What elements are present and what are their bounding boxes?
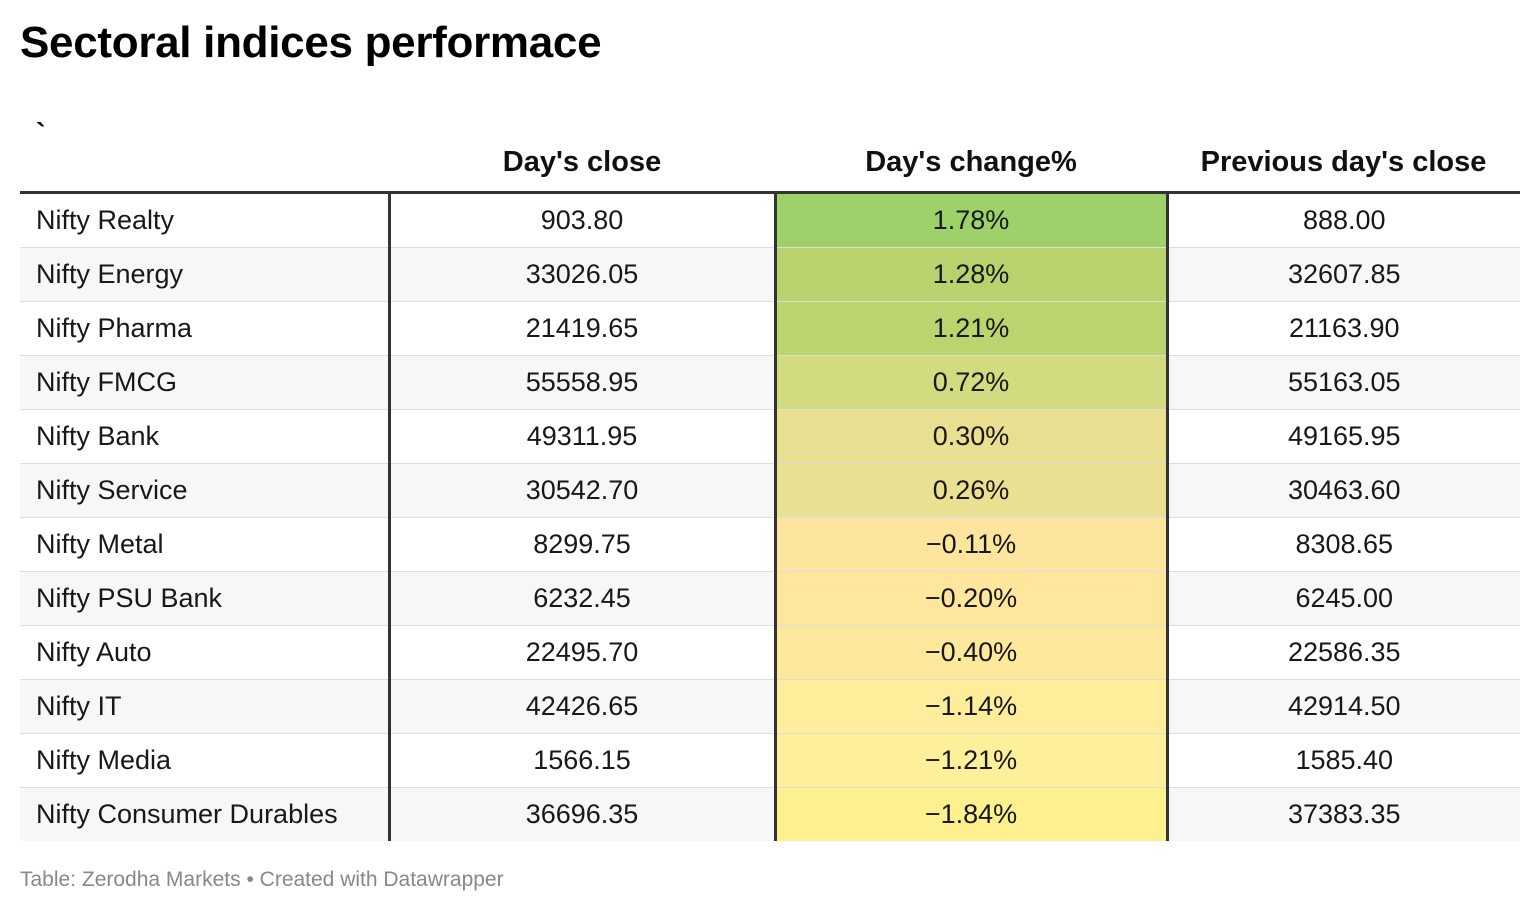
previous-close-cell: 1585.40: [1167, 733, 1520, 788]
days-close-cell: 36696.35: [389, 787, 777, 841]
table-row: Nifty Metal 8299.75 −0.11% 8308.65: [20, 517, 1520, 572]
days-close-cell: 903.80: [389, 192, 777, 248]
previous-close-cell: 6245.00: [1167, 571, 1520, 626]
previous-close-cell: 37383.35: [1167, 787, 1520, 841]
days-change-cell: 0.26%: [775, 463, 1169, 518]
index-name-cell: Nifty Bank: [20, 409, 391, 464]
table-row: Nifty Realty 903.80 1.78% 888.00: [20, 192, 1520, 248]
footer-separator: •: [246, 868, 254, 891]
table-row: Nifty Pharma 21419.65 1.21% 21163.90: [20, 301, 1520, 356]
days-change-cell: 1.28%: [775, 247, 1169, 302]
column-header-name: `: [20, 108, 389, 194]
column-header-previous-close: Previous day's close: [1167, 108, 1520, 194]
table-row: Nifty IT 42426.65 −1.14% 42914.50: [20, 679, 1520, 734]
column-header-days-close: Day's close: [389, 108, 775, 194]
days-change-cell: 0.72%: [775, 355, 1169, 410]
previous-close-cell: 49165.95: [1167, 409, 1520, 464]
days-close-cell: 30542.70: [389, 463, 777, 518]
index-name-cell: Nifty Metal: [20, 517, 391, 572]
index-name-cell: Nifty Media: [20, 733, 391, 788]
days-close-cell: 49311.95: [389, 409, 777, 464]
column-header-days-change: Day's change%: [775, 108, 1167, 194]
previous-close-cell: 888.00: [1167, 192, 1520, 248]
previous-close-cell: 8308.65: [1167, 517, 1520, 572]
sector-table: ` Day's close Day's change% Previous day…: [20, 108, 1520, 841]
chart-title: Sectoral indices performace: [20, 18, 602, 67]
index-name-cell: Nifty Pharma: [20, 301, 391, 356]
index-name-cell: Nifty Service: [20, 463, 391, 518]
previous-close-cell: 32607.85: [1167, 247, 1520, 302]
days-close-cell: 21419.65: [389, 301, 777, 356]
index-name-cell: Nifty Realty: [20, 192, 391, 248]
index-name-cell: Nifty Consumer Durables: [20, 787, 391, 841]
days-change-cell: −0.40%: [775, 625, 1169, 680]
footer-credit: Created with Datawrapper: [259, 868, 504, 891]
table-row: Nifty Consumer Durables 36696.35 −1.84% 373…: [20, 787, 1520, 841]
days-change-cell: −0.11%: [775, 517, 1169, 572]
days-change-cell: 1.21%: [775, 301, 1169, 356]
days-close-cell: 8299.75: [389, 517, 777, 572]
previous-close-cell: 55163.05: [1167, 355, 1520, 410]
table-row: Nifty Service 30542.70 0.26% 30463.60: [20, 463, 1520, 518]
table-row: Nifty FMCG 55558.95 0.72% 55163.05: [20, 355, 1520, 410]
table-row: Nifty Energy 33026.05 1.28% 32607.85: [20, 247, 1520, 302]
previous-close-cell: 21163.90: [1167, 301, 1520, 356]
table-row: Nifty Bank 49311.95 0.30% 49165.95: [20, 409, 1520, 464]
index-name-cell: Nifty PSU Bank: [20, 571, 391, 626]
days-change-cell: −1.84%: [775, 787, 1169, 841]
days-change-cell: 0.30%: [775, 409, 1169, 464]
table-row: Nifty PSU Bank 6232.45 −0.20% 6245.00: [20, 571, 1520, 626]
days-close-cell: 6232.45: [389, 571, 777, 626]
days-close-cell: 1566.15: [389, 733, 777, 788]
days-close-cell: 42426.65: [389, 679, 777, 734]
previous-close-cell: 30463.60: [1167, 463, 1520, 518]
table-row: Nifty Auto 22495.70 −0.40% 22586.35: [20, 625, 1520, 680]
header-row: ` Day's close Day's change% Previous day…: [20, 108, 1520, 194]
table-body: Nifty Realty 903.80 1.78% 888.00 Nifty Energ…: [20, 192, 1520, 841]
index-name-cell: Nifty IT: [20, 679, 391, 734]
days-close-cell: 55558.95: [389, 355, 777, 410]
days-change-cell: 1.78%: [775, 192, 1169, 248]
days-change-cell: −1.21%: [775, 733, 1169, 788]
days-close-cell: 33026.05: [389, 247, 777, 302]
previous-close-cell: 42914.50: [1167, 679, 1520, 734]
index-name-cell: Nifty Auto: [20, 625, 391, 680]
footer: Table: Zerodha Markets • Created with Da…: [20, 868, 504, 892]
footer-source: Table: Zerodha Markets: [20, 868, 241, 891]
index-name-cell: Nifty FMCG: [20, 355, 391, 410]
days-change-cell: −0.20%: [775, 571, 1169, 626]
index-name-cell: Nifty Energy: [20, 247, 391, 302]
days-close-cell: 22495.70: [389, 625, 777, 680]
table-row: Nifty Media 1566.15 −1.21% 1585.40: [20, 733, 1520, 788]
days-change-cell: −1.14%: [775, 679, 1169, 734]
previous-close-cell: 22586.35: [1167, 625, 1520, 680]
